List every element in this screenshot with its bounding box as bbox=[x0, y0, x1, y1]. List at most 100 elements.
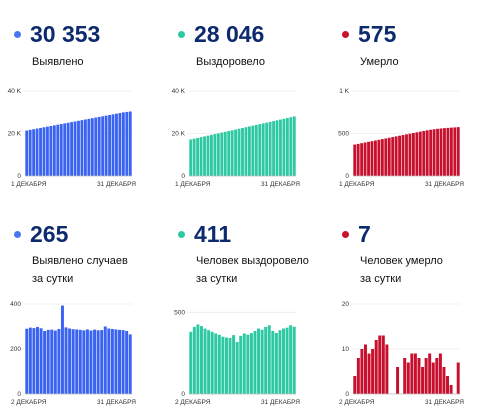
bar bbox=[421, 367, 425, 394]
bar bbox=[77, 120, 80, 176]
bar bbox=[125, 331, 129, 394]
bar bbox=[111, 114, 115, 176]
bar bbox=[370, 141, 374, 176]
bar bbox=[401, 135, 405, 176]
deaths-total-label: Умерло bbox=[360, 53, 399, 71]
bar bbox=[73, 121, 77, 176]
bar bbox=[83, 119, 87, 176]
y-tick-label: 20 K bbox=[8, 131, 22, 138]
bar bbox=[53, 330, 57, 394]
bar bbox=[442, 367, 446, 394]
panel-deaths-total: 575 Умерло 0 500 1 K 1 ДЕКАБРЯ 31 ДЕКАБРЯ bbox=[328, 0, 488, 200]
y-tick-label: 1 K bbox=[339, 88, 349, 95]
bar bbox=[94, 117, 98, 176]
bar bbox=[228, 338, 232, 394]
bar bbox=[196, 137, 200, 176]
deaths-daily-label-line-1: Человек умерло bbox=[360, 255, 443, 267]
bar bbox=[443, 128, 446, 176]
recovered-daily-label: Человек выздоровело за сутки bbox=[196, 252, 309, 288]
cases-daily-dot bbox=[14, 231, 21, 238]
bar bbox=[438, 353, 442, 394]
bar bbox=[189, 331, 193, 394]
bar bbox=[221, 336, 225, 394]
bar bbox=[278, 330, 282, 394]
bar bbox=[408, 133, 412, 176]
bar bbox=[66, 122, 70, 176]
bar bbox=[224, 337, 228, 394]
bar bbox=[435, 358, 439, 394]
bar bbox=[28, 129, 32, 176]
bar bbox=[85, 329, 89, 394]
x-label-start: 2 ДЕКАБРЯ bbox=[11, 399, 47, 406]
bar bbox=[405, 134, 408, 176]
cases-total-value: 30 353 bbox=[30, 21, 101, 47]
bar bbox=[121, 112, 125, 176]
bar bbox=[428, 353, 432, 394]
bar bbox=[432, 129, 436, 176]
bar bbox=[381, 335, 385, 394]
bar bbox=[207, 330, 211, 394]
bar bbox=[206, 135, 210, 177]
x-label-end: 31 ДЕКАБРЯ bbox=[425, 399, 464, 406]
bar bbox=[260, 329, 264, 394]
bar bbox=[232, 335, 236, 394]
y-tick-label: 40 K bbox=[172, 88, 186, 95]
deaths-total-dot bbox=[342, 31, 349, 38]
bar bbox=[56, 124, 60, 176]
recovered-daily-label-line-2: за сутки bbox=[196, 273, 238, 285]
bar bbox=[417, 358, 421, 394]
bar bbox=[267, 325, 271, 394]
bar bbox=[418, 131, 422, 176]
bar bbox=[103, 326, 107, 394]
bar bbox=[265, 122, 269, 176]
bar bbox=[429, 129, 433, 176]
cases-total-label: Выявлено bbox=[32, 53, 84, 71]
bar bbox=[394, 136, 398, 176]
bar bbox=[374, 340, 378, 394]
bar bbox=[431, 362, 435, 394]
bar bbox=[93, 329, 97, 394]
bar bbox=[25, 328, 29, 394]
bar bbox=[449, 127, 453, 176]
bar bbox=[199, 137, 203, 176]
bar bbox=[364, 344, 367, 394]
y-tick-label: 0 bbox=[181, 391, 185, 398]
bar bbox=[410, 353, 414, 394]
cases-total-label-line: Выявлено bbox=[32, 56, 84, 68]
bar bbox=[227, 131, 231, 176]
bar bbox=[285, 327, 289, 394]
bar bbox=[413, 353, 417, 394]
bar bbox=[115, 113, 118, 176]
panel-recovered-daily: 411 Человек выздоровело за сутки 0 500 2 Д… bbox=[164, 212, 324, 412]
bar bbox=[75, 329, 79, 394]
bar bbox=[446, 127, 450, 176]
bar bbox=[121, 330, 125, 394]
deaths-daily-label: Человек умерло за сутки bbox=[360, 252, 443, 288]
bar bbox=[292, 116, 296, 176]
bar bbox=[436, 128, 439, 176]
bar bbox=[39, 328, 43, 394]
bar bbox=[353, 144, 357, 176]
recovered-total-label-line: Выздоровело bbox=[196, 56, 265, 68]
bar bbox=[36, 326, 39, 394]
bar bbox=[28, 327, 32, 395]
bar bbox=[411, 132, 415, 176]
bar bbox=[353, 376, 357, 394]
x-label-start: 1 ДЕКАБРЯ bbox=[11, 181, 47, 188]
bar bbox=[367, 141, 370, 176]
bar bbox=[87, 118, 91, 176]
bar bbox=[391, 137, 395, 176]
panel-cases-daily: 265 Выявлено случаев за сутки 0 200 400 2 Д… bbox=[0, 212, 160, 412]
x-label-start: 2 ДЕКАБРЯ bbox=[339, 399, 375, 406]
cases-total-dot bbox=[14, 31, 21, 38]
bar bbox=[398, 135, 402, 176]
bar bbox=[249, 333, 253, 394]
bar bbox=[289, 325, 293, 394]
bar bbox=[107, 328, 111, 394]
bar bbox=[49, 125, 53, 176]
bar bbox=[285, 118, 289, 176]
bar bbox=[43, 331, 47, 394]
cases-daily-label-line-2: за сутки bbox=[32, 273, 74, 285]
bar bbox=[279, 119, 282, 176]
bar bbox=[89, 330, 93, 394]
